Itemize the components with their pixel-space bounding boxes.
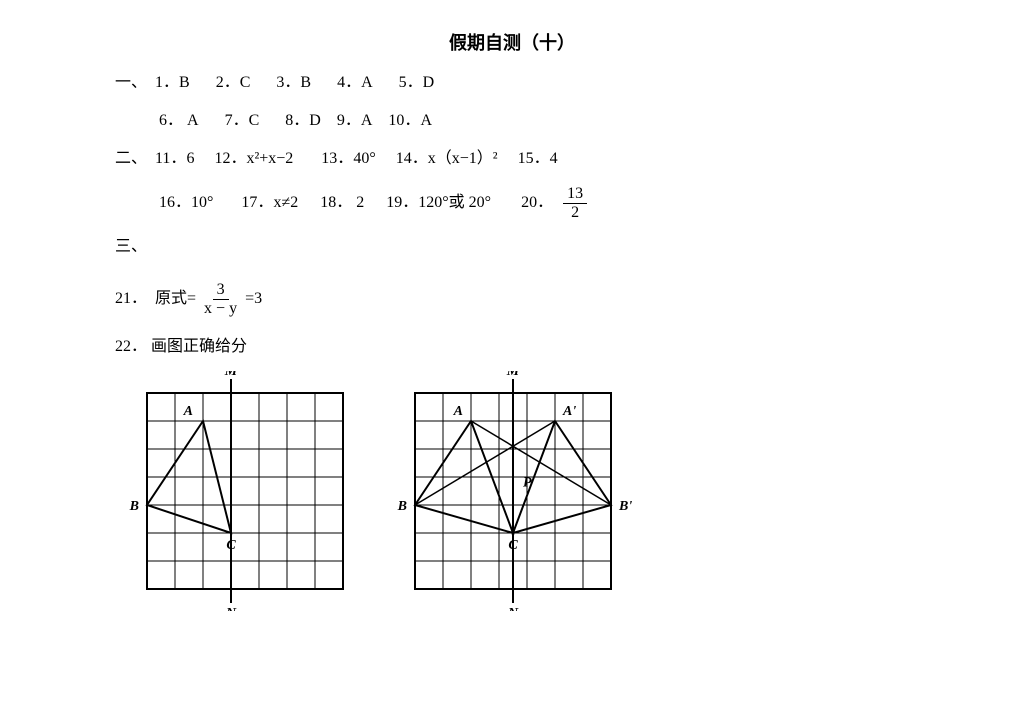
q21-suffix: =3 — [245, 287, 262, 311]
svg-text:A': A' — [562, 404, 576, 419]
page-title: 假期自测（十） — [115, 30, 909, 57]
svg-text:A: A — [183, 404, 193, 419]
fraction-icon: 13 2 — [563, 185, 587, 221]
answer-item: 2．C — [216, 71, 251, 95]
section1-row2: 6． A 7．C 8．D 9．A 10．A — [115, 109, 909, 133]
svg-text:C: C — [508, 538, 518, 553]
answer-item: 4．A — [337, 71, 373, 95]
svg-text:B': B' — [618, 499, 632, 514]
answer-item: 18． 2 — [320, 191, 364, 215]
q21-row: 21． 原式= 3 x − y =3 — [115, 281, 909, 317]
svg-text:P: P — [523, 476, 532, 491]
answer-item: 3．B — [276, 71, 311, 95]
fraction-icon: 3 x − y — [200, 281, 241, 317]
answer-item: 6． A — [159, 109, 199, 133]
svg-text:C: C — [226, 538, 236, 553]
answer-item: 10．A — [388, 109, 432, 133]
section1-row1: 一、 1．B 2．C 3．B 4．A 5．D — [115, 71, 909, 95]
answer-item-20: 20． 13 2 — [521, 185, 589, 221]
svg-text:N: N — [225, 606, 237, 611]
section3-label-row: 三、 — [115, 235, 909, 259]
q21-prefix: 原式= — [155, 287, 196, 311]
section2-row1: 二、 11．6 12．x²+x−2 13．40° 14．x（x−1）² 15．4 — [115, 147, 909, 171]
svg-text:B: B — [397, 499, 407, 514]
diagram-2: M N A A' B B' C P — [393, 371, 633, 611]
section3-label: 三、 — [115, 235, 147, 259]
q22-row: 22． 画图正确给分 — [115, 335, 909, 359]
answer-item: 9．A — [337, 109, 373, 133]
svg-text:M: M — [506, 371, 520, 379]
answer-item: 13．40° — [321, 147, 375, 171]
answer-item: 1．B — [155, 71, 190, 95]
answer-item: 17．x≠2 — [241, 191, 298, 215]
q21-label: 21． — [115, 287, 147, 311]
diagrams-container: M N A B C M N A A' B B' C P — [125, 371, 909, 611]
diagram-1: M N A B C — [125, 371, 365, 611]
answer-item: 19．120°或 20° — [386, 191, 491, 215]
q20-label: 20． — [521, 191, 553, 215]
section1-label: 一、 — [115, 71, 147, 95]
section2-row2: 16．10° 17．x≠2 18． 2 19．120°或 20° 20． 13 … — [115, 185, 909, 221]
answer-item: 8．D — [285, 109, 321, 133]
answer-item: 15．4 — [518, 147, 558, 171]
answer-item: 5．D — [399, 71, 435, 95]
answer-item: 14．x（x−1）² — [396, 147, 498, 171]
section2-label: 二、 — [115, 147, 147, 171]
answer-item: 16．10° — [159, 191, 213, 215]
answer-item: 7．C — [225, 109, 260, 133]
svg-text:N: N — [507, 606, 519, 611]
svg-text:B: B — [129, 499, 139, 514]
q22-text: 画图正确给分 — [151, 335, 247, 359]
answer-item: 11．6 — [155, 147, 194, 171]
svg-text:M: M — [224, 371, 238, 379]
svg-text:A: A — [453, 404, 463, 419]
q22-label: 22． — [115, 335, 147, 359]
answer-item: 12．x²+x−2 — [214, 147, 293, 171]
